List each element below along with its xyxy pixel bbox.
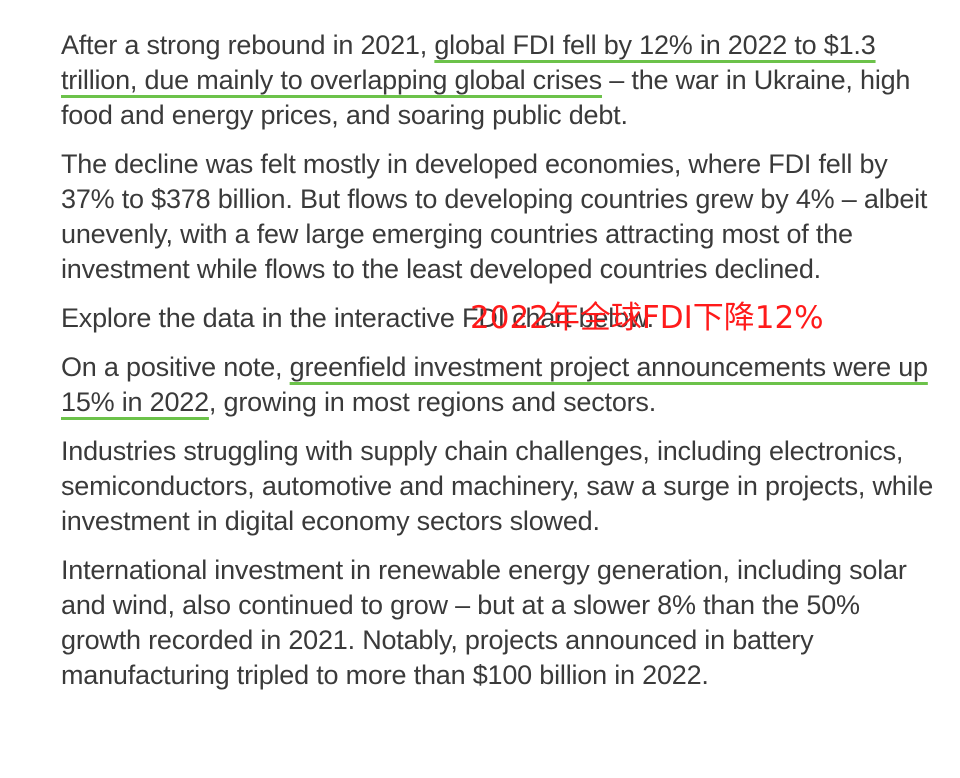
article-body: After a strong rebound in 2021, global F… — [61, 28, 941, 707]
paragraph-fdi-decline: After a strong rebound in 2021, global F… — [61, 28, 941, 133]
paragraph-greenfield: On a positive note, greenfield investmen… — [61, 350, 941, 420]
highlighted-text: global FDI fell by 12% in 2022 to $1.3 t… — [61, 30, 876, 95]
paragraph-text: On a positive note, — [61, 352, 290, 382]
paragraph-explore-chart: Explore the data in the interactive FDI … — [61, 303, 654, 333]
paragraph-supply-chain: Industries struggling with supply chain … — [61, 436, 934, 536]
paragraph-developed-economies: The decline was felt mostly in developed… — [61, 149, 928, 284]
paragraph-text: – the war in Ukraine, high food and ener… — [61, 65, 911, 130]
paragraph-renewable-energy: International investment in renewable en… — [61, 555, 907, 690]
highlighted-text: greenfield investment project announceme… — [61, 352, 928, 417]
paragraph-text: , growing in most regions and sectors. — [208, 387, 657, 417]
paragraph-text: After a strong rebound in 2021, — [61, 30, 435, 60]
red-annotation: 2022年全球FDI下降12% — [470, 300, 824, 336]
